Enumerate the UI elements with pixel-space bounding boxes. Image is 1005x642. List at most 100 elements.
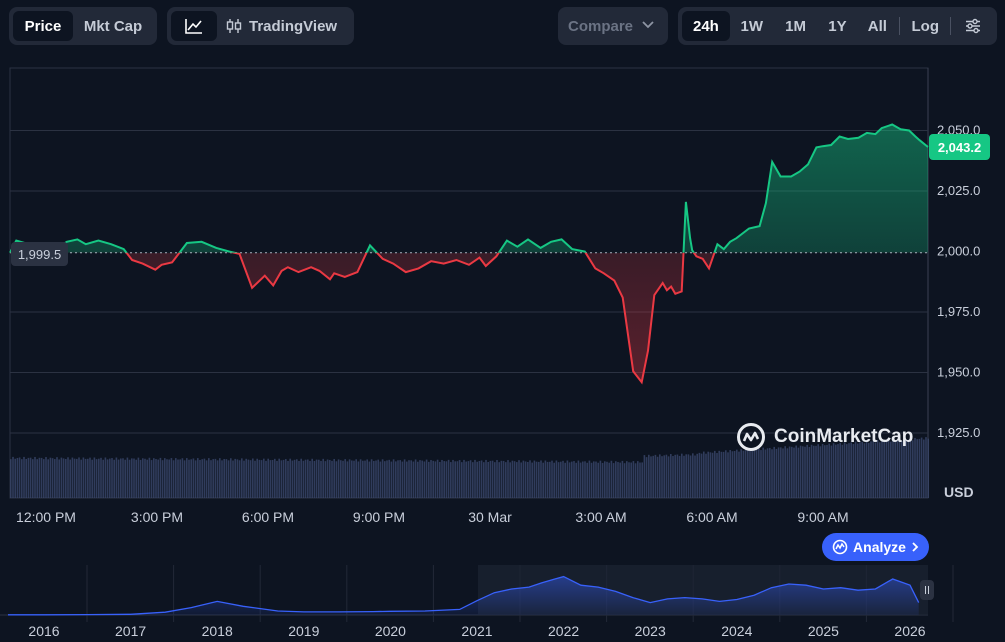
volume-bar bbox=[652, 455, 654, 498]
volume-bar bbox=[412, 461, 415, 498]
volume-bar bbox=[428, 461, 430, 498]
volume-bar bbox=[91, 459, 93, 498]
volume-bar bbox=[632, 461, 635, 498]
volume-bar bbox=[623, 463, 626, 498]
volume-bar bbox=[505, 462, 507, 498]
volume-bar bbox=[335, 461, 338, 498]
volume-bar bbox=[258, 459, 261, 498]
volume-bar bbox=[560, 461, 562, 498]
volume-bar bbox=[93, 457, 96, 498]
volume-bar bbox=[236, 459, 239, 498]
chart-settings-button[interactable] bbox=[953, 11, 993, 41]
navigator-handle[interactable] bbox=[920, 580, 934, 600]
volume-bar bbox=[117, 459, 120, 498]
volume-bar bbox=[307, 459, 309, 498]
volume-bar bbox=[700, 453, 703, 498]
volume-bar bbox=[313, 460, 316, 498]
volume-bar bbox=[586, 462, 588, 498]
volume-bar bbox=[430, 460, 432, 498]
volume-bar bbox=[392, 459, 395, 498]
volume-bar bbox=[197, 458, 199, 498]
coinmarketcap-logo-icon bbox=[737, 423, 765, 451]
volume-bar bbox=[863, 443, 866, 498]
line-chart-button[interactable] bbox=[171, 11, 217, 41]
compare-dropdown[interactable]: Compare bbox=[558, 7, 668, 45]
volume-bar bbox=[865, 440, 868, 498]
log-scale-button[interactable]: Log bbox=[911, 17, 940, 35]
volume-bar bbox=[925, 437, 927, 498]
volume-bar bbox=[786, 448, 789, 498]
volume-bar bbox=[406, 461, 408, 498]
volume-bar bbox=[417, 461, 419, 498]
volume-bar bbox=[408, 460, 410, 498]
analyze-button[interactable]: Analyze bbox=[822, 533, 929, 561]
price-line-up bbox=[9, 123, 929, 253]
navigator-year-label: 2016 bbox=[28, 623, 59, 639]
volume-bar bbox=[285, 459, 287, 498]
line-chart-icon bbox=[185, 19, 202, 34]
volume-bar bbox=[243, 460, 245, 498]
volume-bar bbox=[487, 461, 489, 498]
volume-bar bbox=[32, 459, 34, 498]
volume-bar bbox=[485, 459, 487, 498]
volume-bar bbox=[876, 440, 879, 498]
navigator-chart[interactable]: 2016 2017 2018 2019 2020 2021 2022 2023 2024 2025… bbox=[0, 560, 1005, 642]
volume-bar bbox=[615, 461, 617, 498]
range-1y[interactable]: 1Y bbox=[828, 17, 847, 35]
tab-price[interactable]: Price bbox=[13, 11, 73, 41]
volume-bar bbox=[529, 460, 531, 498]
volume-bar bbox=[639, 462, 641, 498]
volume-bar bbox=[472, 462, 474, 498]
volume-bar bbox=[810, 444, 813, 498]
volume-bar bbox=[903, 438, 905, 498]
volume-bar bbox=[344, 459, 346, 498]
volume-bar bbox=[227, 460, 230, 498]
range-all[interactable]: All bbox=[867, 17, 887, 35]
price-chart[interactable]: 1,925.0 1,950.0 1,975.0 2,000.0 2,025.0 2,050… bbox=[0, 60, 1005, 530]
volume-bar bbox=[467, 461, 470, 498]
volume-bar bbox=[698, 452, 701, 498]
volume-bar bbox=[573, 461, 575, 498]
volume-bar bbox=[672, 455, 674, 498]
coinmarketcap-watermark: CoinMarketCap bbox=[736, 422, 913, 452]
range-1w[interactable]: 1W bbox=[740, 17, 764, 35]
volume-bar bbox=[423, 461, 426, 498]
volume-bar bbox=[322, 458, 324, 498]
volume-bar bbox=[667, 456, 670, 498]
tab-mkt-cap[interactable]: Mkt Cap bbox=[83, 17, 143, 35]
volume-bar bbox=[65, 458, 67, 498]
open-price-label: 1,999.5 bbox=[11, 242, 68, 266]
volume-bar bbox=[799, 445, 802, 498]
volume-bar bbox=[923, 439, 925, 498]
volume-bar bbox=[205, 460, 208, 498]
volume-bar bbox=[711, 452, 714, 498]
volume-bar bbox=[245, 458, 247, 498]
volume-bar bbox=[590, 462, 593, 498]
volume-bar bbox=[168, 459, 170, 498]
volume-bar bbox=[194, 460, 197, 498]
volume-bar bbox=[199, 459, 201, 498]
volume-bar bbox=[106, 459, 109, 498]
range-divider bbox=[899, 17, 901, 35]
volume-bar bbox=[142, 458, 144, 498]
volume-bar bbox=[139, 459, 142, 498]
tradingview-button[interactable]: TradingView bbox=[217, 11, 345, 41]
volume-bar bbox=[692, 453, 694, 498]
volume-bar bbox=[71, 457, 74, 498]
volume-bar bbox=[718, 450, 720, 498]
volume-bar bbox=[309, 460, 311, 498]
navigator-year-label: 2021 bbox=[461, 623, 492, 639]
x-tick-label: 6:00 PM bbox=[242, 509, 294, 525]
volume-bar bbox=[146, 459, 148, 498]
volume-bar bbox=[342, 460, 344, 498]
range-24h[interactable]: 24h bbox=[682, 11, 730, 41]
volume-bar bbox=[881, 440, 883, 498]
volume-bar bbox=[762, 447, 764, 498]
volume-bar bbox=[557, 462, 560, 498]
volume-bar bbox=[263, 458, 265, 498]
volume-bar bbox=[203, 458, 206, 498]
range-selector: 24h 1W 1M 1Y All Log bbox=[678, 7, 997, 45]
range-1m[interactable]: 1M bbox=[785, 17, 807, 35]
volume-bar bbox=[216, 460, 219, 498]
volume-bar bbox=[120, 458, 122, 498]
